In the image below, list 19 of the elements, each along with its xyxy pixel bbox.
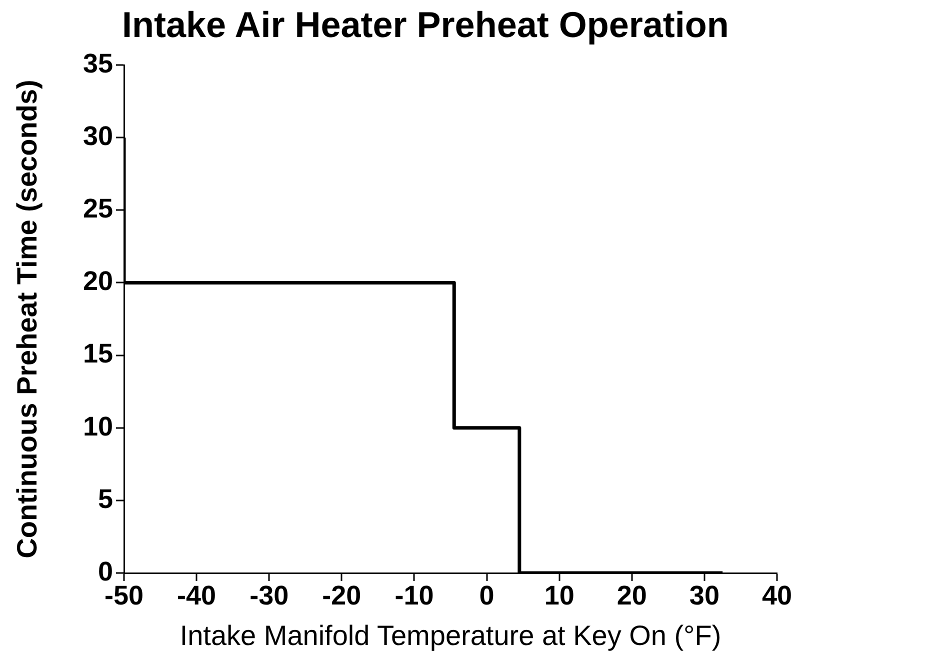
x-axis-title: Intake Manifold Temperature at Key On (°F) (180, 620, 722, 651)
x-tick-label: -30 (250, 580, 289, 611)
y-tick-label: 20 (82, 266, 113, 296)
y-axis-title: Continuous Preheat Time (seconds) (12, 80, 43, 558)
y-tick-label: 10 (82, 411, 113, 442)
chart-title: Intake Air Heater Preheat Operation (122, 4, 729, 46)
x-tick-label: 40 (762, 580, 792, 611)
x-tick-label: -40 (177, 580, 216, 611)
x-tick-label: -10 (394, 580, 434, 611)
x-tick-label: 30 (689, 580, 720, 611)
y-tick-label: 30 (82, 121, 113, 152)
x-tick-label: 0 (479, 580, 494, 611)
x-tick-label: -20 (322, 580, 362, 611)
y-tick-label: 15 (82, 338, 113, 369)
y-tick-label: 25 (82, 194, 113, 224)
y-tick-label: 35 (82, 48, 113, 78)
x-tick-label: 20 (616, 580, 647, 611)
y-tick-label: 5 (98, 484, 113, 514)
x-tick-label: 10 (544, 580, 574, 611)
